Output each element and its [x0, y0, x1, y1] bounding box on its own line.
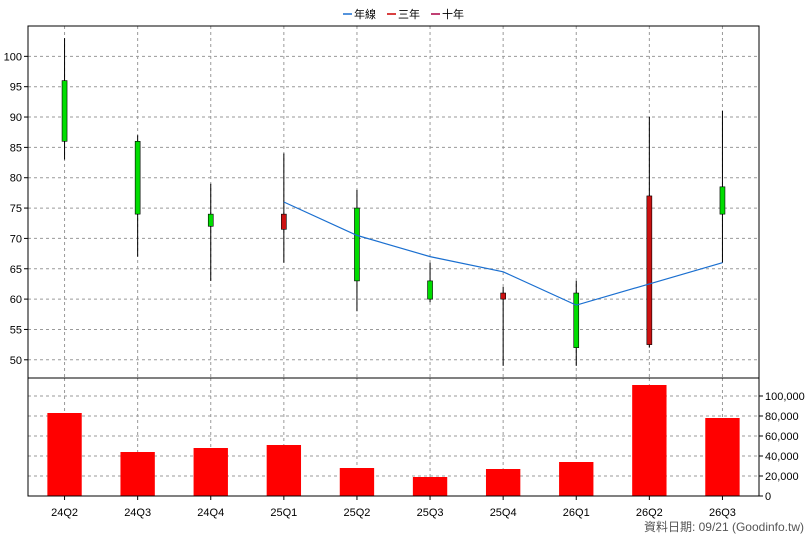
candle-body [207, 213, 214, 227]
legend-label-1: 年線 [354, 7, 376, 21]
x-tick-label: 26Q1 [563, 507, 590, 519]
volume-bar [193, 448, 228, 496]
volume-bar [120, 452, 155, 496]
annual-line [283, 201, 723, 306]
footer-source: 資料日期: 09/21 (Goodinfo.tw) [644, 520, 804, 534]
category-axis: 24Q2 24Q3 24Q4 25Q1 25Q2 25Q3 25Q4 26Q1 26Q2 26Q3 [51, 496, 736, 519]
price-tick-label: 95 [10, 82, 22, 94]
volume-bar [705, 418, 740, 496]
x-tick-label: 24Q2 [51, 507, 78, 519]
x-tick-label: 26Q2 [636, 507, 663, 519]
volume-plot-frame [27, 377, 760, 497]
price-tick-label: 65 [10, 264, 22, 276]
x-tick-label: 25Q4 [490, 507, 517, 519]
volume-bar [266, 445, 302, 496]
volume-bar [559, 462, 594, 496]
legend-label-3: 十年 [442, 7, 464, 21]
price-tick-label: 75 [10, 203, 22, 215]
x-tick-label: 25Q1 [270, 507, 297, 519]
volume-bar [632, 385, 667, 496]
candle-body [719, 186, 726, 215]
volume-bar [339, 468, 375, 496]
candle-body [61, 80, 68, 142]
candle-body [573, 292, 580, 348]
volume-bars [47, 385, 740, 496]
price-tick-label: 60 [10, 294, 22, 306]
price-tick-label: 55 [10, 324, 22, 336]
x-tick-label: 25Q2 [343, 507, 370, 519]
volume-bar [412, 477, 448, 496]
legend: 年線 三年 十年 [343, 7, 464, 21]
candle-body [281, 213, 287, 230]
volume-tick-label: 60,000 [765, 431, 799, 443]
moving-average-lines [283, 201, 723, 306]
price-axis: 50 55 60 65 70 75 80 85 90 95 100 [4, 51, 28, 367]
volume-bar [485, 469, 521, 496]
candle-body [646, 195, 653, 345]
x-tick-label: 24Q3 [124, 507, 151, 519]
x-tick-label: 26Q3 [709, 507, 736, 519]
volume-tick-label: 20,000 [765, 471, 799, 483]
candle-body [427, 280, 433, 300]
price-tick-label: 100 [4, 51, 22, 63]
price-tick-label: 70 [10, 233, 22, 245]
candlesticks [61, 38, 726, 366]
volume-axis: 0 20,000 40,000 60,000 80,000 100,000 [759, 391, 805, 503]
candle-body [354, 207, 360, 282]
legend-label-2: 三年 [398, 7, 420, 21]
volume-bar [47, 413, 82, 496]
x-tick-label: 24Q4 [197, 507, 224, 519]
price-tick-label: 80 [10, 173, 22, 185]
volume-tick-label: 40,000 [765, 451, 799, 463]
candle-body [134, 141, 141, 215]
candle-body [500, 292, 506, 300]
volume-tick-label: 100,000 [765, 391, 805, 403]
price-tick-label: 50 [10, 355, 22, 367]
price-tick-label: 85 [10, 142, 22, 154]
x-tick-label: 25Q3 [417, 507, 444, 519]
volume-tick-label: 80,000 [765, 411, 799, 423]
volume-tick-label: 0 [765, 491, 771, 503]
price-tick-label: 90 [10, 112, 22, 124]
